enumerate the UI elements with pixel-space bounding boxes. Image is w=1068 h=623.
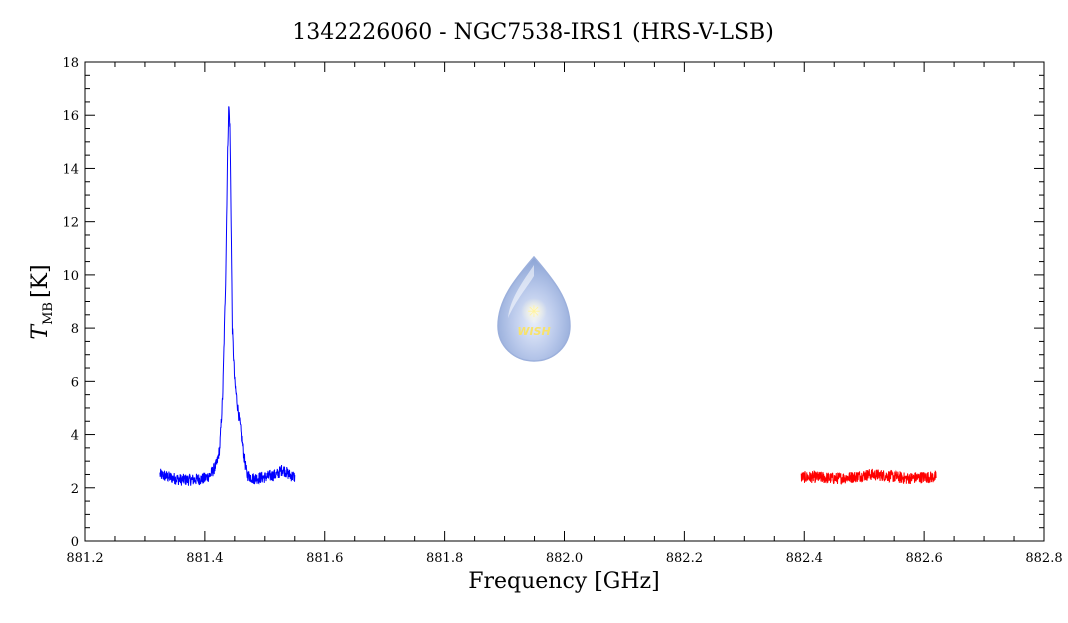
y-tick-label: 12	[62, 216, 79, 231]
y-tick-label: 16	[62, 109, 79, 124]
drop-highlight	[508, 265, 534, 318]
y-axis-unit: [K]	[28, 264, 53, 298]
y-tick-label: 6	[71, 375, 79, 390]
data-series	[159, 106, 937, 486]
y-axis-subscript: MB	[41, 302, 56, 325]
x-tick-label: 882.6	[906, 551, 943, 566]
y-tick-label: 8	[71, 322, 79, 337]
chart-title: 1342226060 - NGC7538-IRS1 (HRS-V-LSB)	[292, 20, 774, 45]
y-axis-label: TMB [K]	[28, 264, 56, 339]
x-tick-label: 881.6	[306, 551, 343, 566]
star-glow	[521, 298, 547, 324]
x-tick-labels: 881.2 881.4 881.6 881.8 882.0 882.2 882.4 882.6…	[66, 551, 1062, 566]
y-tick-label: 4	[71, 429, 79, 444]
y-tick-label: 10	[62, 269, 79, 284]
x-tick-label: 881.2	[66, 551, 103, 566]
y-tick-label: 18	[62, 56, 79, 71]
axis-ticks	[84, 61, 1045, 542]
x-tick-label: 881.8	[426, 551, 463, 566]
y-tick-label: 0	[71, 535, 79, 550]
y-tick-label: 2	[71, 482, 79, 497]
series-line-1	[159, 106, 296, 486]
x-tick-label: 881.4	[186, 551, 223, 566]
y-tick-label: 14	[62, 162, 79, 177]
x-axis-label: Frequency [GHz]	[468, 569, 660, 594]
x-tick-label: 882.8	[1025, 551, 1062, 566]
star-icon: ✳	[527, 302, 540, 321]
wish-logo: ✳ WISH	[497, 255, 571, 362]
series-line-2	[800, 468, 937, 485]
x-tick-label: 882.2	[666, 551, 703, 566]
x-tick-label: 882.4	[786, 551, 823, 566]
svg-text:TMB[K]: TMB [K]	[28, 264, 56, 339]
logo-text: WISH	[517, 325, 550, 338]
y-tick-labels: 0 2 4 6 8 10 12 14 16 18	[62, 56, 79, 550]
x-tick-label: 882.0	[546, 551, 583, 566]
y-axis-symbol: T	[28, 323, 53, 340]
